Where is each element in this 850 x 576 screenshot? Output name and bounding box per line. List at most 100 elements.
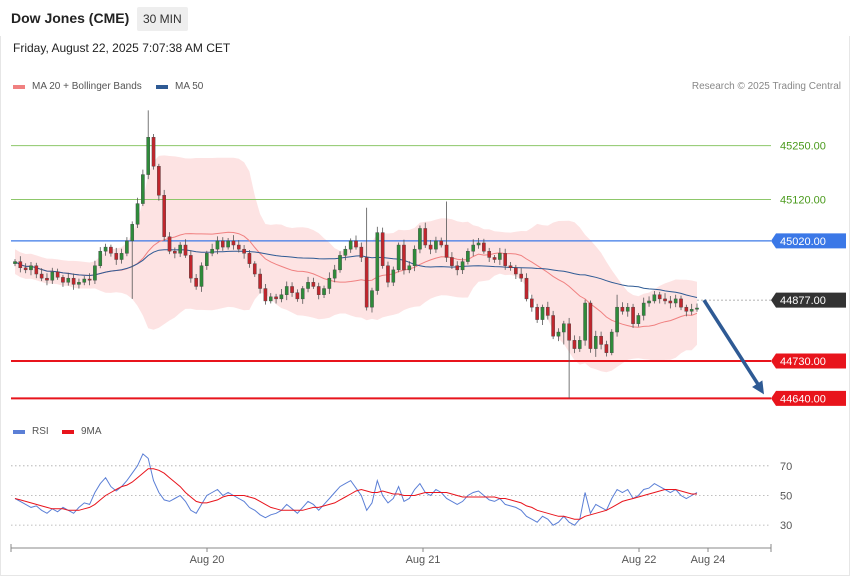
candle-body <box>311 282 316 287</box>
candle-body <box>135 203 140 225</box>
candle <box>338 251 342 273</box>
legend-rsi: RSI <box>13 426 49 437</box>
candle-body <box>412 248 417 266</box>
candle-body <box>423 228 428 246</box>
candle-body <box>439 240 444 246</box>
candle-body <box>668 300 673 304</box>
candle-body <box>322 288 326 295</box>
candle-body <box>247 253 252 264</box>
header-bar: Dow Jones (CME) 30 MIN <box>0 0 850 36</box>
candle-body <box>146 137 151 175</box>
candle-body <box>98 251 103 266</box>
candle <box>98 247 103 269</box>
candle <box>348 238 353 253</box>
candle-body <box>306 282 310 289</box>
candle <box>13 259 17 267</box>
candle-body <box>252 263 257 275</box>
rsi-tick-label: 70 <box>780 461 792 473</box>
candle-body <box>236 244 241 250</box>
candle <box>673 294 678 308</box>
candle-body <box>567 323 571 341</box>
candle-body <box>583 302 587 341</box>
candle <box>290 282 294 297</box>
candle <box>471 239 476 257</box>
candle-body <box>343 248 348 256</box>
candle-body <box>407 265 412 271</box>
candle-body <box>434 240 438 250</box>
candle <box>66 272 71 286</box>
x-tick-label: Aug 21 <box>406 554 441 566</box>
candle <box>599 331 603 350</box>
pivot-tag <box>771 233 846 249</box>
candle-body <box>220 240 225 248</box>
rsi-swatch <box>13 429 25 434</box>
candle-body <box>418 228 422 250</box>
interval-selector[interactable]: 30 MIN <box>137 7 188 31</box>
candle <box>434 236 438 253</box>
candle-body <box>82 278 87 283</box>
candle <box>55 268 60 280</box>
candle-body <box>631 306 635 324</box>
candle-body <box>45 277 49 281</box>
candle <box>300 286 305 304</box>
candle-body <box>194 277 198 287</box>
candle <box>295 289 300 302</box>
candle-body <box>561 323 566 333</box>
candle <box>247 249 252 268</box>
candle <box>103 243 108 256</box>
candle <box>460 257 465 275</box>
candle <box>386 261 390 288</box>
candle-body <box>178 244 182 254</box>
candle <box>45 273 49 286</box>
candle <box>647 296 651 307</box>
candle <box>689 303 694 316</box>
candle <box>391 266 396 287</box>
candle <box>364 207 369 311</box>
candle-body <box>519 273 523 279</box>
candle <box>343 245 348 261</box>
candle <box>199 262 204 292</box>
candle <box>252 261 257 277</box>
ma50-line <box>14 249 698 298</box>
legend-ma50: MA 50 <box>156 81 203 92</box>
candle <box>316 282 321 300</box>
candle-body <box>167 236 172 252</box>
support-1-label: 44730.00 <box>780 356 826 368</box>
candle-body <box>460 261 465 271</box>
candle-body <box>348 240 353 250</box>
bollinger-band <box>15 155 697 373</box>
candle-body <box>242 248 246 254</box>
candle-body <box>524 277 529 300</box>
candle <box>226 237 230 250</box>
candle <box>205 250 209 270</box>
candle <box>641 297 646 321</box>
candle-body <box>268 296 273 302</box>
candle-body <box>327 277 332 289</box>
rsi-line <box>14 453 698 526</box>
candle-body <box>295 292 300 300</box>
candle-body <box>647 300 651 304</box>
candle-body <box>226 240 230 248</box>
x-tick-label: Aug 22 <box>622 554 657 566</box>
candle-body <box>503 253 507 266</box>
candle <box>402 239 406 275</box>
candle <box>444 201 449 263</box>
support-2-label: 44640.00 <box>780 393 826 405</box>
candle-body <box>546 306 550 316</box>
candle <box>274 293 278 304</box>
candle-body <box>487 251 492 258</box>
candle-body <box>652 294 657 302</box>
candle-body <box>157 166 161 196</box>
candle-body <box>386 265 390 283</box>
candle-body <box>498 253 502 260</box>
candle <box>50 267 55 284</box>
last-price-label: 44877.00 <box>780 295 826 307</box>
candle-body <box>61 277 65 283</box>
projection-arrowhead <box>752 380 764 395</box>
candle <box>178 242 182 258</box>
candle <box>407 261 412 274</box>
candle <box>93 260 97 284</box>
rsi-ma-swatch <box>62 429 74 434</box>
candle <box>306 276 310 293</box>
